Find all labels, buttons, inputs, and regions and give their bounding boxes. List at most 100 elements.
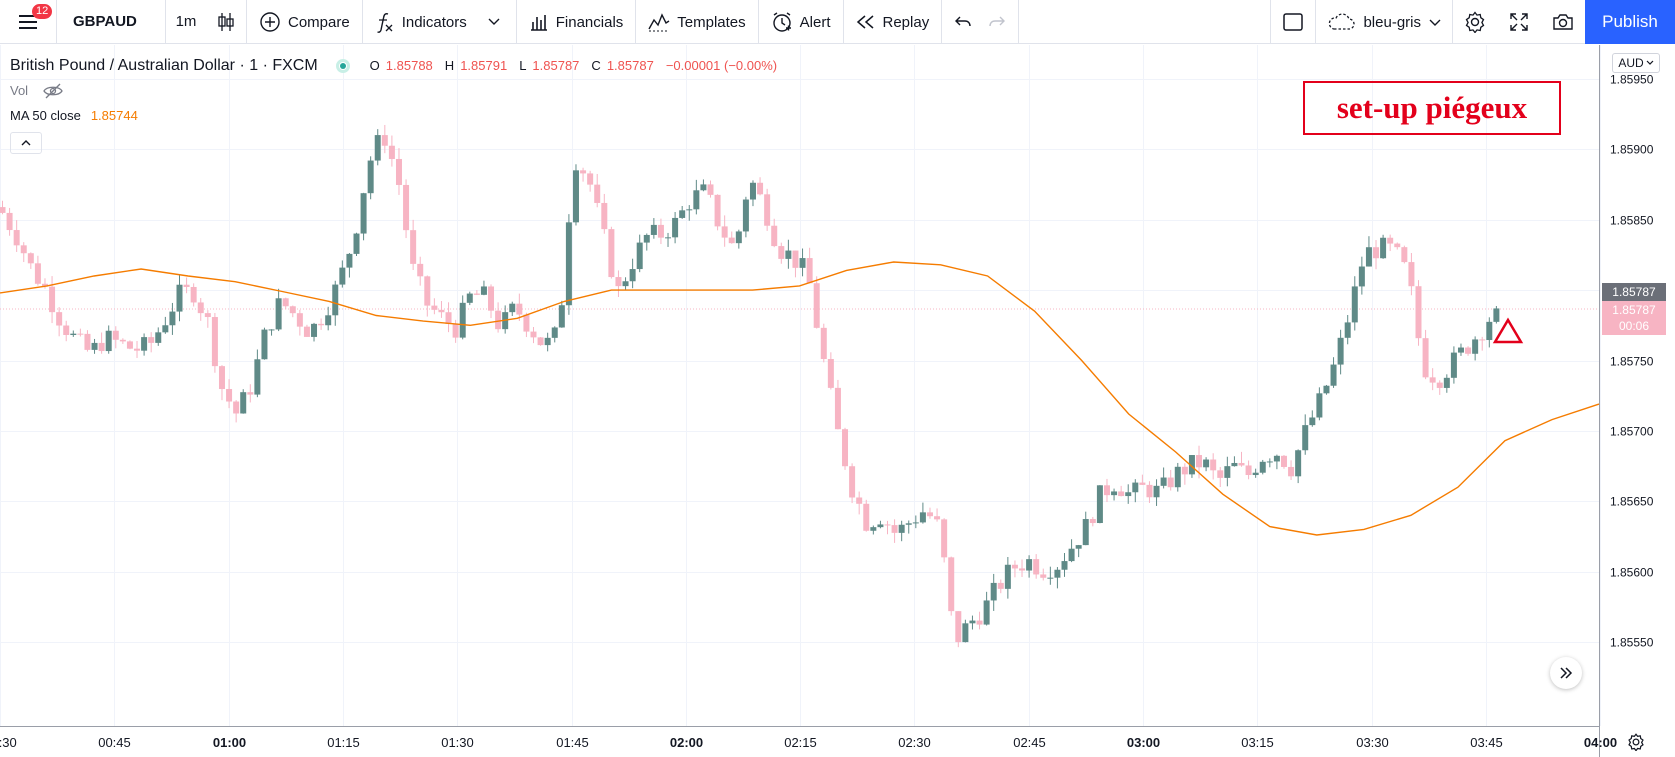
volume-legend-row[interactable]: Vol [10, 78, 783, 103]
candle-down [884, 524, 891, 526]
candle-down [813, 283, 820, 328]
interval-button[interactable]: 1m [175, 13, 197, 30]
compare-label: Compare [288, 13, 350, 31]
candle-up [1351, 286, 1358, 323]
candle-up [1486, 321, 1493, 341]
candle-down [1479, 339, 1486, 341]
publish-button[interactable]: Publish [1585, 0, 1675, 44]
candle-up [1047, 577, 1054, 579]
chevron-down-icon[interactable] [484, 16, 504, 28]
chevron-up-icon [21, 140, 31, 146]
symbol-legend-row[interactable]: British Pound / Australian Dollar · 1 · … [10, 56, 778, 74]
compare-button[interactable]: Compare [247, 0, 362, 44]
candle-up [643, 234, 650, 243]
candle-up [1068, 548, 1075, 562]
candle-up [1472, 339, 1479, 354]
candle-down [1139, 482, 1146, 485]
candle-up [1457, 347, 1464, 353]
ma50-line [0, 261, 1600, 536]
candle-down [56, 312, 63, 326]
candle-down [1245, 465, 1252, 476]
candle-down [1103, 485, 1110, 496]
chart-area[interactable]: 1.859501.859001.858501.858001.857501.857… [0, 45, 1675, 757]
candle-down [721, 226, 728, 238]
indicators-button[interactable]: Indicators [363, 0, 516, 44]
ma-legend-row[interactable]: MA 50 close 1.85744 [10, 103, 783, 128]
candle-down [1040, 574, 1047, 578]
close-value: 1.85787 [606, 58, 654, 73]
candle-up [141, 337, 148, 351]
candle-down [233, 401, 240, 414]
annotation-text-box[interactable]: set-up piégeux [1303, 81, 1561, 135]
candle-down [707, 184, 714, 195]
layout-button[interactable]: bleu-gris [1316, 0, 1452, 44]
candle-down [601, 202, 608, 230]
candle-down [0, 207, 6, 213]
candle-down [183, 284, 190, 287]
candle-down [13, 230, 20, 246]
expand-button[interactable] [1497, 0, 1541, 44]
candle-up [735, 231, 742, 244]
scroll-to-realtime-button[interactable] [1550, 657, 1582, 689]
time-tick-label: 03:15 [1241, 735, 1274, 750]
undo-button[interactable] [942, 0, 980, 44]
replay-button[interactable]: Replay [844, 0, 942, 44]
settings-button[interactable] [1453, 0, 1497, 44]
function-icon [376, 13, 393, 33]
candle-up [558, 305, 565, 328]
candle-up [91, 342, 98, 350]
candle-down [523, 314, 530, 332]
financials-button[interactable]: Financials [517, 0, 636, 44]
indicators-label: Indicators [401, 13, 467, 31]
currency-button[interactable]: AUD [1612, 53, 1660, 73]
chart-settings-corner[interactable] [1625, 731, 1647, 753]
candle-up [565, 222, 572, 306]
candle-down [1415, 286, 1422, 339]
candle-down [282, 298, 289, 307]
templates-label: Templates [677, 13, 746, 31]
price-chart[interactable]: 1.859501.859001.858501.858001.857501.857… [0, 45, 1675, 757]
price-tick-label: 1.85550 [1610, 636, 1654, 650]
candle-down [190, 286, 197, 303]
candle-down [997, 582, 1004, 589]
last-price-box [1602, 283, 1666, 301]
redo-button[interactable] [980, 0, 1018, 44]
main-menu-button[interactable]: 12 [0, 0, 56, 44]
candle-up [1493, 308, 1500, 322]
undo-icon [955, 16, 971, 27]
candle-down [657, 224, 664, 238]
vertical-gridlines [0, 45, 1601, 726]
candle-down [424, 276, 431, 306]
collapse-legend-button[interactable] [10, 132, 42, 154]
bar-countdown: 00:06 [1619, 319, 1649, 333]
time-tick-label: 01:15 [327, 735, 360, 750]
candle-down [388, 145, 395, 159]
candle-down [395, 158, 402, 185]
candle-up [374, 135, 381, 161]
candle-up [275, 298, 282, 330]
symbol-search-button[interactable]: GBPAUD [73, 13, 137, 30]
candle-up [983, 600, 990, 625]
candle-down [6, 212, 13, 231]
candle-down [197, 302, 204, 314]
candle-down [126, 341, 133, 349]
ma-label: MA 50 close [10, 108, 81, 123]
candle-up [1259, 461, 1266, 473]
candle-down [1011, 564, 1018, 569]
top-toolbar: 12 GBPAUD 1m Compare Indicators Financia… [0, 0, 1675, 44]
candle-down [452, 324, 459, 338]
templates-button[interactable]: Templates [636, 0, 757, 44]
candle-up [1302, 425, 1309, 451]
change-value: −0.00001 (−0.00%) [665, 58, 778, 73]
last-price-label: 1.85787 [1612, 285, 1656, 299]
candle-up [1266, 461, 1273, 463]
eye-hidden-icon[interactable] [42, 83, 64, 99]
candle-up [990, 582, 997, 601]
alert-button[interactable]: Alert [759, 0, 843, 44]
candle-up [466, 293, 473, 303]
chart-type-button[interactable] [206, 0, 246, 44]
time-tick-label: 03:30 [1356, 735, 1389, 750]
snapshot-button[interactable] [1541, 0, 1585, 44]
fullscreen-mode-button[interactable] [1271, 0, 1315, 44]
candle-up [70, 333, 77, 336]
